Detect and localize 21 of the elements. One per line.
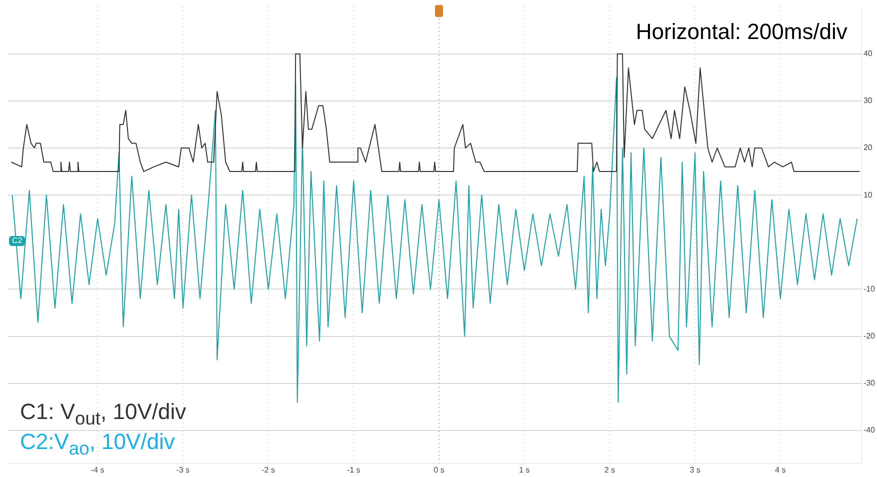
x-tick-label: -3 s: [176, 465, 190, 474]
x-tick-label: -1 s: [346, 465, 360, 474]
y-tick-label: -10: [863, 284, 876, 294]
x-tick-label: -4 s: [90, 465, 104, 474]
annotation: C2: [9, 236, 26, 246]
annotation: C1: V$_{out}$, 10V/div: [20, 399, 186, 429]
x-tick-label: 4 s: [775, 465, 786, 474]
x-tick-label: 1 s: [518, 465, 530, 474]
x-tick-label: 0 s: [434, 465, 444, 474]
y-tick-label: 40: [863, 49, 873, 58]
annotation: Horizontal: 200ms/div: [636, 18, 848, 44]
y-tick-label: 10: [863, 190, 873, 200]
y-tick-label: -20: [863, 332, 876, 341]
y-tick-label: 20: [863, 143, 873, 152]
x-tick-label: 3 s: [690, 465, 700, 474]
y-tick-label: 30: [863, 96, 873, 106]
x-tick-label: 2 s: [604, 465, 616, 474]
annotation: C2:V$_{ao}$, 10V/div: [20, 429, 175, 459]
y-tick-label: -40: [863, 426, 876, 435]
y-tick-label: -30: [863, 378, 876, 388]
x-tick-label: -2 s: [262, 465, 275, 474]
